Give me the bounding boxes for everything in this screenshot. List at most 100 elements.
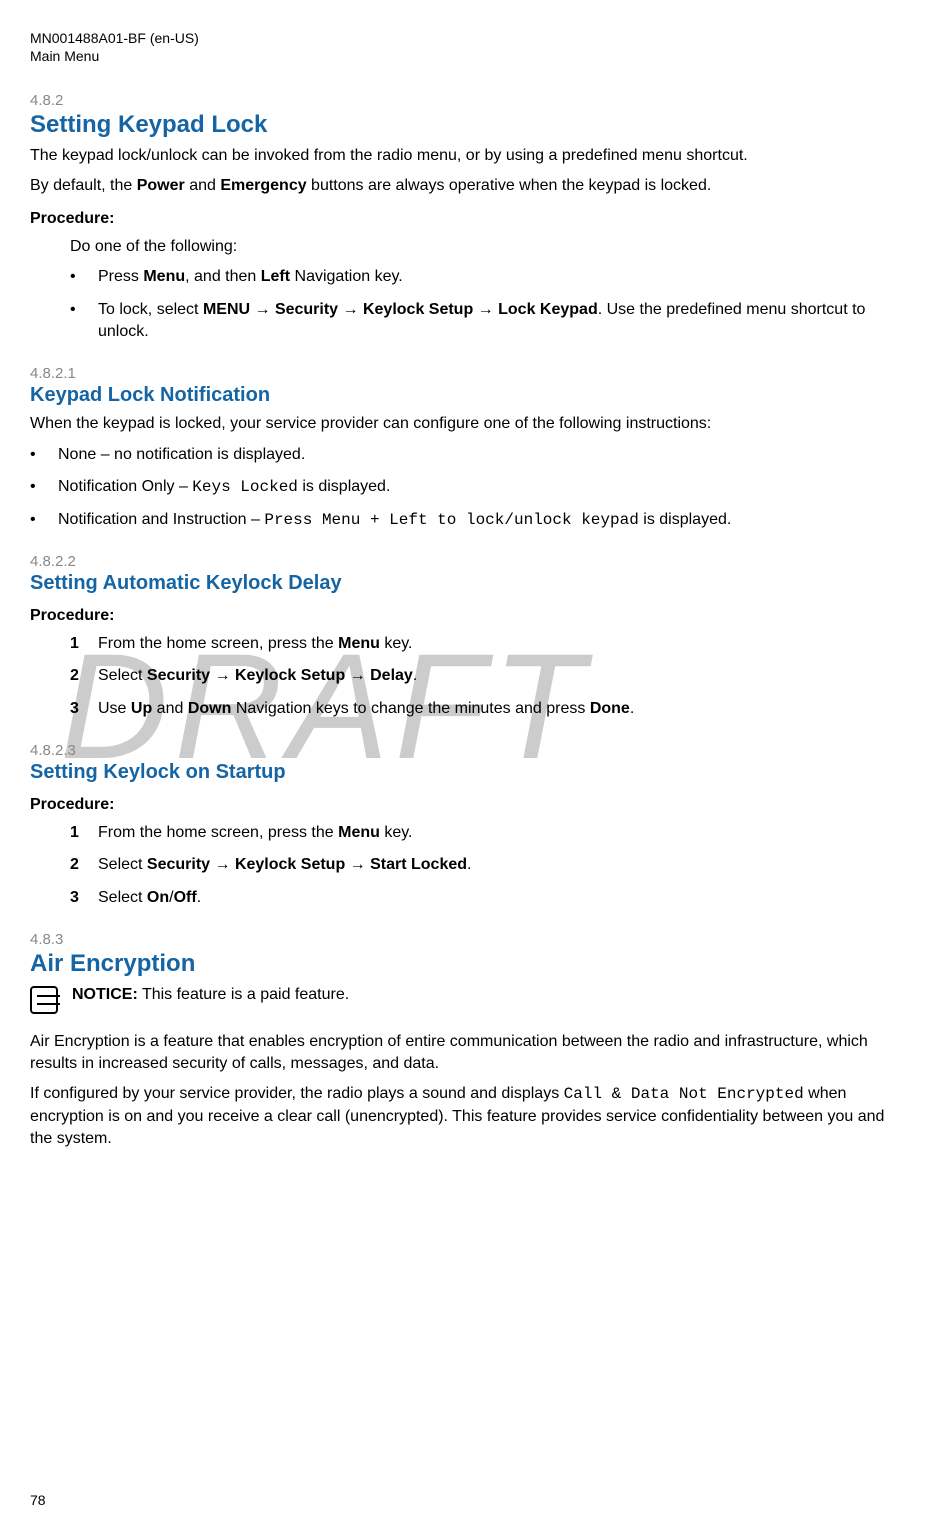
- text-mono: Keys Locked: [192, 478, 298, 496]
- text-fragment: If configured by your service provider, …: [30, 1085, 564, 1102]
- text-bold: Done: [590, 700, 630, 717]
- step-number: 1: [70, 822, 79, 844]
- procedure-heading: Procedure:: [30, 210, 902, 228]
- section-number: 4.8.2.2: [30, 553, 902, 570]
- text-fragment: Select: [98, 889, 147, 906]
- text-fragment: .: [467, 856, 471, 873]
- text-fragment: →: [345, 856, 370, 873]
- procedure-instruction: Do one of the following:: [70, 236, 902, 258]
- text-bold: Security: [147, 667, 210, 684]
- text-fragment: Select: [98, 856, 147, 873]
- header-chapter: Main Menu: [30, 48, 902, 64]
- text-fragment: .: [630, 700, 634, 717]
- list-item: 3Select On/Off.: [70, 887, 902, 909]
- step-number: 2: [70, 665, 79, 687]
- list-item: 1 From the home screen, press the Menu ke…: [70, 633, 902, 655]
- procedure-heading: Procedure:: [30, 607, 902, 625]
- text-fragment: →: [210, 667, 235, 684]
- text-fragment: To lock, select: [98, 301, 203, 318]
- list-item: Press Menu, and then Left Navigation key…: [70, 266, 902, 288]
- text-fragment: , and then: [185, 268, 261, 285]
- list-item: Notification and Instruction – Press Men…: [30, 509, 902, 531]
- text-fragment: Navigation key.: [290, 268, 403, 285]
- text-fragment: key.: [380, 824, 413, 841]
- text-fragment: Notification Only –: [58, 478, 192, 495]
- text-fragment: Use: [98, 700, 131, 717]
- text-bold: Left: [261, 268, 290, 285]
- text-bold: Lock Keypad: [498, 301, 598, 318]
- procedure-heading: Procedure:: [30, 796, 902, 814]
- text-bold: Menu: [143, 268, 185, 285]
- body-paragraph: If configured by your service provider, …: [30, 1083, 902, 1150]
- page-content: MN001488A01-BF (en-US) Main Menu 4.8.2 S…: [30, 30, 902, 1151]
- text-fragment: From the home screen, press the: [98, 824, 338, 841]
- text-bold: Delay: [370, 667, 413, 684]
- text-bold: Security: [275, 301, 338, 318]
- text-bold: Off: [174, 889, 197, 906]
- list-item: To lock, select MENU → Security → Keyloc…: [70, 299, 902, 344]
- body-paragraph: When the keypad is locked, your service …: [30, 413, 902, 435]
- text-fragment: key.: [380, 635, 413, 652]
- list-item: Notification Only – Keys Locked is displ…: [30, 476, 902, 498]
- text-fragment: .: [413, 667, 417, 684]
- step-number: 1: [70, 633, 79, 655]
- section-number: 4.8.2.3: [30, 742, 902, 759]
- text-mono: Call & Data Not Encrypted: [564, 1085, 804, 1103]
- text-fragment: Press: [98, 268, 143, 285]
- text-bold: MENU: [203, 301, 250, 318]
- notice-text: NOTICE: This feature is a paid feature.: [72, 984, 349, 1006]
- section-number: 4.8.3: [30, 931, 902, 948]
- text-fragment: Navigation keys to change the minutes an…: [231, 700, 589, 717]
- step-number: 3: [70, 698, 79, 720]
- text-fragment: and: [152, 700, 188, 717]
- text-fragment: This feature is a paid feature.: [138, 986, 349, 1003]
- page-number: 78: [30, 1492, 46, 1508]
- text-fragment: is displayed.: [639, 511, 732, 528]
- text-fragment: →: [250, 301, 275, 318]
- section-title: Air Encryption: [30, 950, 902, 978]
- notice-icon: [30, 986, 58, 1014]
- text-fragment: is displayed.: [298, 478, 391, 495]
- section-number: 4.8.2: [30, 92, 902, 109]
- text-fragment: →: [338, 301, 363, 318]
- notice-callout: NOTICE: This feature is a paid feature.: [30, 984, 902, 1014]
- section-number: 4.8.2.1: [30, 365, 902, 382]
- text-fragment: buttons are always operative when the ke…: [307, 177, 712, 194]
- text-bold: Keylock Setup: [235, 667, 345, 684]
- text-bold: Keylock Setup: [363, 301, 473, 318]
- header-doc-id: MN001488A01-BF (en-US): [30, 30, 902, 46]
- list-item: 1 From the home screen, press the Menu ke…: [70, 822, 902, 844]
- step-number: 3: [70, 887, 79, 909]
- body-paragraph: Air Encryption is a feature that enables…: [30, 1031, 902, 1076]
- text-bold: Keylock Setup: [235, 856, 345, 873]
- text-fragment: By default, the: [30, 177, 137, 194]
- text-bold: Start Locked: [370, 856, 467, 873]
- bullet-list: Press Menu, and then Left Navigation key…: [70, 266, 902, 343]
- section-title: Keypad Lock Notification: [30, 384, 902, 407]
- text-fragment: and: [185, 177, 221, 194]
- text-fragment: From the home screen, press the: [98, 635, 338, 652]
- step-number: 2: [70, 854, 79, 876]
- body-paragraph: The keypad lock/unlock can be invoked fr…: [30, 145, 902, 167]
- text-fragment: →: [473, 301, 498, 318]
- text-bold: On: [147, 889, 169, 906]
- text-fragment: .: [197, 889, 201, 906]
- text-bold: Emergency: [220, 177, 306, 194]
- section-title: Setting Keylock on Startup: [30, 761, 902, 784]
- section-title: Setting Automatic Keylock Delay: [30, 572, 902, 595]
- body-paragraph: By default, the Power and Emergency butt…: [30, 175, 902, 197]
- text-fragment: →: [345, 667, 370, 684]
- text-fragment: Select: [98, 667, 147, 684]
- numbered-list: 1 From the home screen, press the Menu ke…: [70, 633, 902, 720]
- text-fragment: →: [210, 856, 235, 873]
- text-mono: Press Menu + Left to lock/unlock keypad: [264, 511, 638, 529]
- text-bold: Menu: [338, 824, 380, 841]
- text-bold: Menu: [338, 635, 380, 652]
- text-bold: Security: [147, 856, 210, 873]
- text-bold: Up: [131, 700, 152, 717]
- text-fragment: Notification and Instruction –: [58, 511, 264, 528]
- text-bold: Power: [137, 177, 185, 194]
- section-title: Setting Keypad Lock: [30, 111, 902, 139]
- list-item: 2 Select Security → Keylock Setup → Start…: [70, 854, 902, 876]
- numbered-list: 1 From the home screen, press the Menu ke…: [70, 822, 902, 909]
